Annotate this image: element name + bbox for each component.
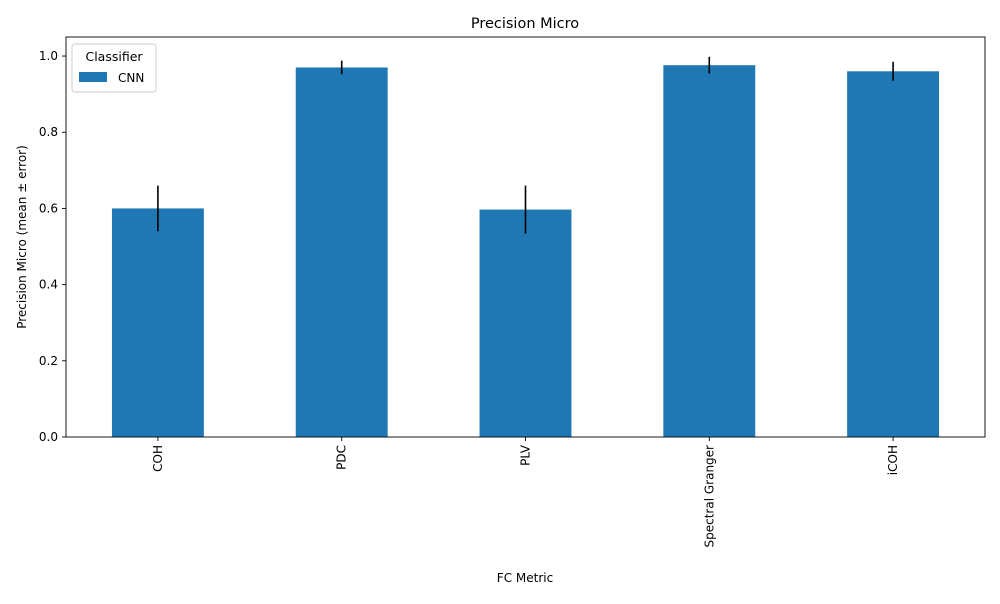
x-tick-label-pdc: PDC xyxy=(335,445,349,470)
y-tick-label: 0.0 xyxy=(39,430,58,444)
legend-label-cnn: CNN xyxy=(118,71,144,85)
bar-spectral-granger xyxy=(663,65,756,437)
x-tick-label-plv: PLV xyxy=(519,444,533,466)
x-tick-label-spectral-granger: Spectral Granger xyxy=(702,445,716,548)
x-axis-label: FC Metric xyxy=(497,571,553,585)
x-tick-label-coh: COH xyxy=(151,445,165,472)
plot-marks xyxy=(111,56,940,438)
bar-coh xyxy=(111,208,204,437)
y-tick-label: 0.4 xyxy=(39,278,58,292)
y-axis-label: Precision Micro (mean ± error) xyxy=(15,145,29,329)
chart-title: Precision Micro xyxy=(471,16,579,32)
y-tick-label: 0.6 xyxy=(39,201,58,215)
legend-swatch-cnn xyxy=(79,72,107,82)
y-tick-label: 0.8 xyxy=(39,125,58,139)
bar-plv xyxy=(479,209,572,437)
legend-title: Classifier xyxy=(85,49,143,64)
y-axis-ticks: 0.0 0.2 0.4 0.6 0.8 1.0 xyxy=(39,49,66,444)
y-tick-label: 1.0 xyxy=(39,49,58,63)
bar-pdc xyxy=(295,67,388,437)
x-tick-label-icoh: iCOH xyxy=(886,445,900,475)
bar-icoh xyxy=(847,71,940,438)
y-tick-label: 0.2 xyxy=(39,354,58,368)
x-axis-ticks: COH PDC PLV Spectral Granger iCOH xyxy=(151,437,900,547)
legend: Classifier CNN xyxy=(71,43,157,93)
